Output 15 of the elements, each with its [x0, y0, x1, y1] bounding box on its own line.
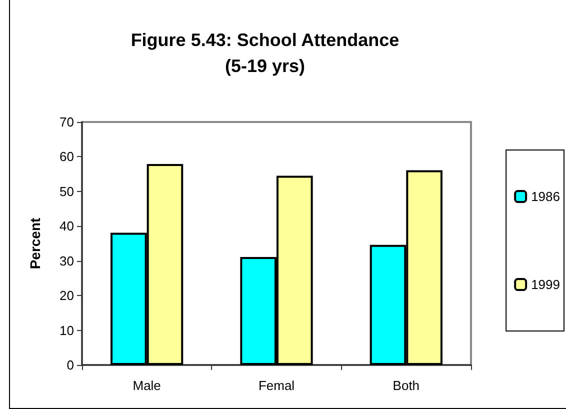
y-tick-label: 30: [60, 253, 74, 268]
x-tick-label: Femal: [258, 378, 295, 393]
y-tick-label: 60: [60, 149, 74, 164]
legend-label: 1999: [531, 277, 560, 292]
y-axis-title: Percent: [27, 217, 43, 270]
y-tick-label: 70: [60, 114, 74, 130]
x-tick-label: Both: [392, 378, 420, 393]
y-tick-label: 40: [60, 218, 74, 234]
y-tick-label: 0: [66, 358, 74, 372]
legend-label: 1986: [531, 189, 560, 204]
y-tick-label: 50: [60, 184, 74, 199]
chart-title: Figure 5.43: School Attendance (5-19 yrs): [130, 30, 400, 76]
y-tick-label: 20: [60, 288, 74, 304]
y-tick-label: 10: [60, 322, 74, 338]
x-tick-label: Male: [132, 378, 161, 393]
